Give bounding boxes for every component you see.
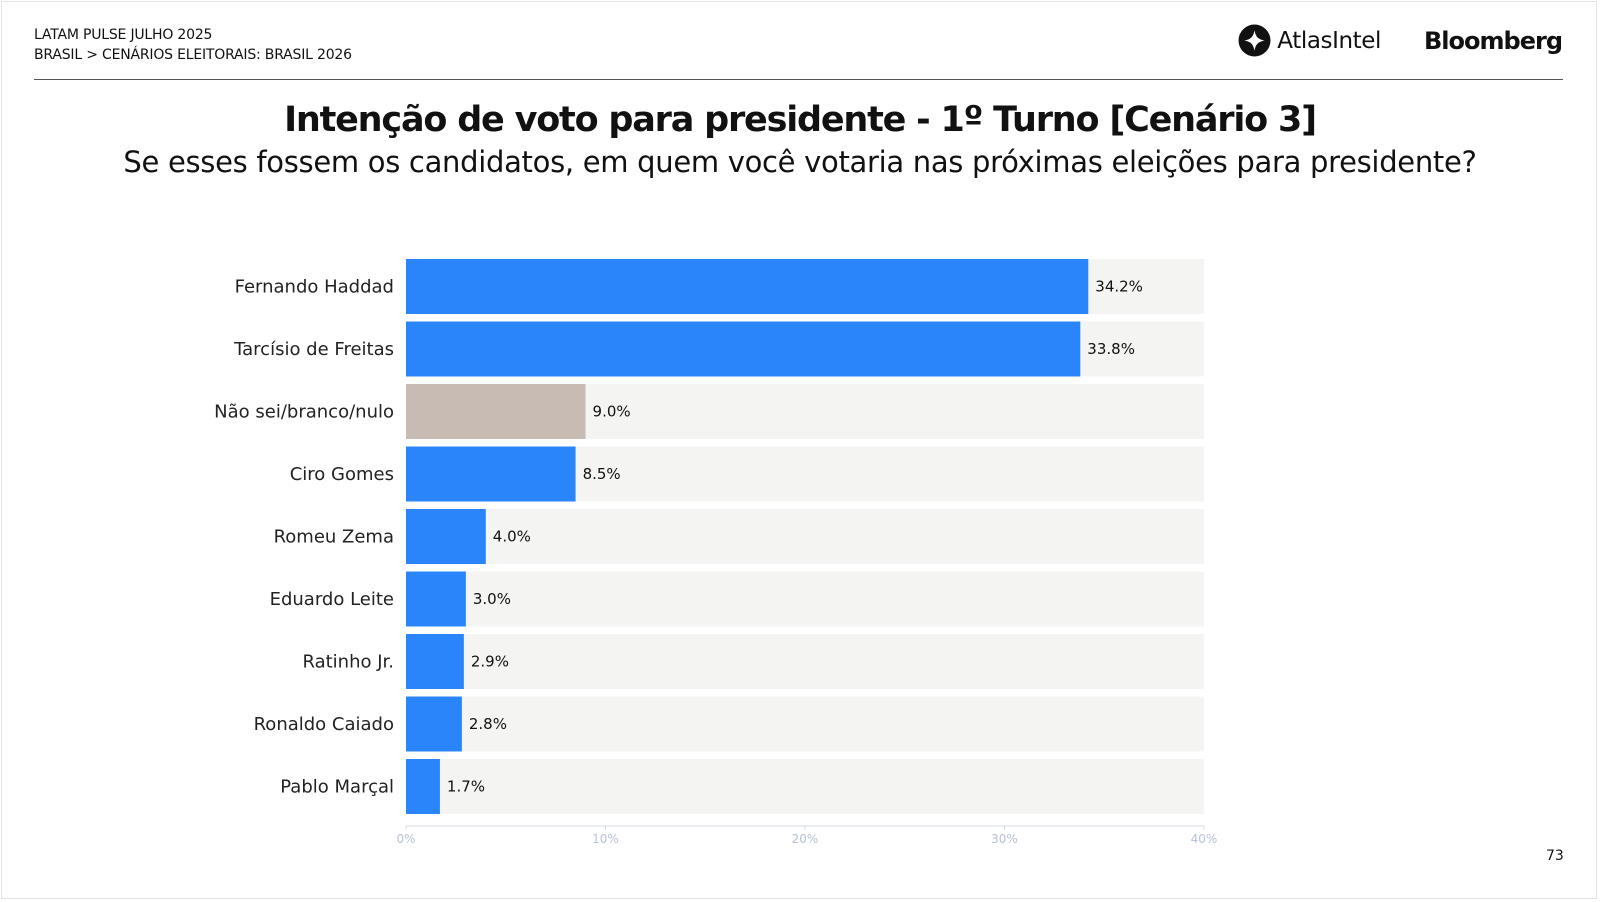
category-label: Romeu Zema (274, 527, 394, 548)
value-label: 9.0% (593, 403, 631, 421)
category-label: Pablo Marçal (280, 777, 394, 798)
report-name: LATAM PULSE JULHO 2025 (34, 27, 213, 43)
atlasintel-logo-text: AtlasIntel (1277, 27, 1382, 54)
bar (406, 321, 1081, 377)
chart-subtitle: Se esses fossem os candidatos, em quem v… (123, 145, 1477, 179)
atlasintel-logo-icon (1238, 24, 1271, 57)
bar-track (406, 696, 1204, 752)
page-number: 73 (1546, 848, 1564, 864)
value-label: 3.0% (473, 590, 511, 608)
value-label: 34.2% (1095, 278, 1143, 296)
bar-track (406, 759, 1204, 814)
brand-logos: AtlasIntel Bloomberg (1238, 24, 1563, 57)
category-label: Fernando Haddad (235, 277, 394, 298)
value-label: 33.8% (1087, 340, 1135, 358)
category-label: Ciro Gomes (290, 464, 394, 485)
category-label: Ratinho Jr. (302, 652, 394, 673)
category-label: Tarcísio de Freitas (233, 339, 394, 360)
header-divider (34, 79, 1563, 80)
category-label: Ronaldo Caiado (254, 714, 394, 735)
x-tick-label: 20% (792, 832, 819, 846)
category-label: Não sei/branco/nulo (214, 402, 394, 423)
x-tick-label: 10% (592, 832, 619, 846)
chart-title: Intenção de voto para presidente - 1º Tu… (284, 100, 1317, 140)
bar (406, 384, 586, 439)
value-label: 2.8% (469, 715, 507, 733)
value-label: 1.7% (447, 778, 485, 796)
bar (406, 759, 440, 814)
bar-track (406, 571, 1204, 627)
bloomberg-logo: Bloomberg (1424, 26, 1563, 55)
value-label: 2.9% (471, 653, 509, 671)
bar-track (406, 634, 1204, 689)
bar-track (406, 509, 1204, 564)
bar (406, 696, 462, 752)
bar (406, 259, 1089, 314)
header-breadcrumb: LATAM PULSE JULHO 2025 BRASIL > CENÁRIOS… (34, 25, 352, 65)
atlasintel-logo: AtlasIntel (1238, 24, 1381, 57)
bar (406, 446, 576, 502)
value-label: 4.0% (493, 528, 531, 546)
x-tick-label: 40% (1191, 832, 1218, 846)
bar (406, 571, 466, 627)
x-tick-label: 30% (991, 832, 1018, 846)
x-tick-label: 0% (396, 832, 415, 846)
breadcrumb-path: BRASIL > CENÁRIOS ELEITORAIS: BRASIL 202… (34, 47, 352, 63)
value-label: 8.5% (583, 465, 621, 483)
bar (406, 634, 464, 689)
category-label: Eduardo Leite (270, 589, 394, 610)
bar (406, 509, 486, 564)
